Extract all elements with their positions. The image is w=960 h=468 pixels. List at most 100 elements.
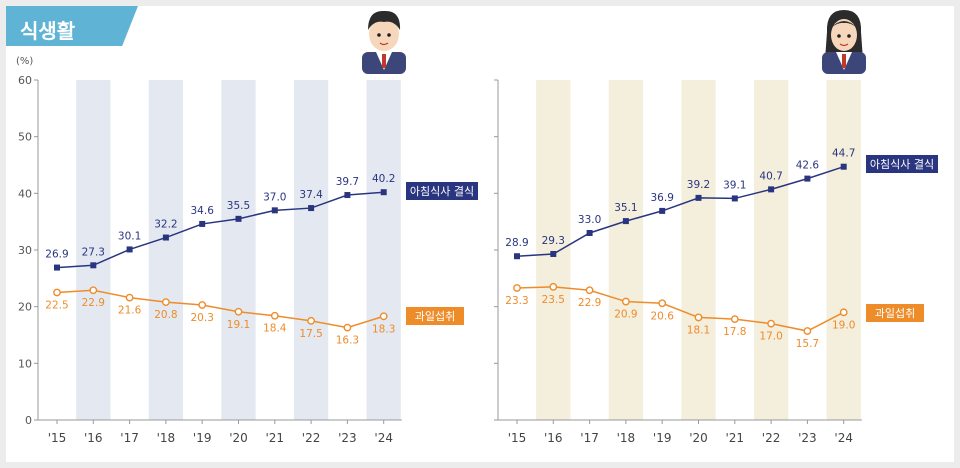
point-girls-0-0 bbox=[514, 253, 520, 260]
y-tick-label-boys-4: 40 bbox=[18, 187, 32, 200]
band-girls-3 bbox=[608, 80, 644, 420]
data-label-girls-0-9: 44.7 bbox=[832, 148, 855, 160]
point-girls-1-9 bbox=[839, 308, 848, 317]
data-label-boys-1-6: 18.4 bbox=[263, 323, 287, 335]
point-girls-0-9 bbox=[840, 163, 847, 170]
data-label-girls-1-4: 20.6 bbox=[651, 310, 675, 322]
section-title-tab: 식생활 bbox=[6, 6, 138, 46]
legend-label-boys-0: 아침식사 결식 bbox=[410, 185, 474, 198]
point-boys-0-8 bbox=[344, 192, 351, 199]
chart-boys: 0 10 20 30 40 50 60 '15 '16 '17 '18 '19 '20 '21 '22 '23… bbox=[18, 74, 478, 445]
point-boys-1-1 bbox=[89, 286, 98, 295]
data-label-boys-1-8: 16.3 bbox=[336, 335, 359, 347]
point-girls-1-2 bbox=[585, 286, 594, 295]
data-label-girls-0-3: 35.1 bbox=[614, 202, 637, 214]
data-label-boys-0-8: 39.7 bbox=[336, 176, 359, 188]
data-label-boys-0-3: 32.2 bbox=[154, 219, 177, 231]
band-boys-9 bbox=[366, 80, 401, 420]
girl-student-icon bbox=[822, 10, 866, 74]
point-girls-0-2 bbox=[586, 230, 593, 236]
band-girls-5 bbox=[681, 80, 716, 420]
x-tick-label-girls-5: '20 bbox=[689, 431, 708, 445]
data-label-girls-1-3: 20.9 bbox=[614, 309, 637, 321]
series-line-girls-1 bbox=[516, 286, 845, 332]
point-boys-0-2 bbox=[126, 246, 133, 253]
point-boys-0-7 bbox=[308, 205, 315, 212]
data-label-girls-0-4: 36.9 bbox=[651, 192, 674, 204]
series-line-girls-0 bbox=[516, 165, 844, 257]
data-label-girls-0-5: 39.2 bbox=[687, 179, 710, 191]
y-tick-label-boys-2: 20 bbox=[18, 301, 32, 314]
band-boys-7 bbox=[293, 80, 329, 420]
band-boys-3 bbox=[148, 80, 184, 420]
x-tick-label-girls-7: '22 bbox=[762, 431, 781, 445]
point-girls-0-7 bbox=[768, 186, 775, 193]
point-girls-1-3 bbox=[622, 297, 630, 306]
legend-box-boys-0 bbox=[406, 182, 478, 200]
point-boys-1-2 bbox=[125, 293, 134, 302]
band-boys-1 bbox=[76, 80, 111, 420]
data-label-girls-1-1: 23.5 bbox=[542, 294, 565, 306]
point-boys-1-5 bbox=[234, 307, 243, 316]
data-label-boys-0-2: 30.1 bbox=[118, 230, 141, 242]
data-label-girls-0-8: 42.6 bbox=[796, 160, 820, 172]
data-label-girls-1-9: 19.0 bbox=[832, 319, 855, 331]
x-tick-label-boys-3: '18 bbox=[157, 431, 176, 445]
data-label-girls-0-7: 40.7 bbox=[759, 170, 782, 182]
data-label-boys-1-0: 22.5 bbox=[45, 300, 68, 312]
point-girls-1-0 bbox=[513, 284, 521, 292]
boy-student-icon bbox=[362, 10, 406, 74]
point-boys-1-8 bbox=[343, 323, 352, 332]
x-tick-label-girls-3: '18 bbox=[617, 431, 636, 445]
x-tick-label-boys-7: '22 bbox=[302, 431, 321, 445]
data-label-boys-1-2: 21.6 bbox=[118, 305, 142, 317]
x-tick-label-girls-2: '17 bbox=[580, 431, 599, 445]
data-label-girls-0-1: 29.3 bbox=[542, 235, 565, 247]
point-girls-0-6 bbox=[731, 195, 738, 202]
y-unit-label: (%) bbox=[16, 56, 33, 67]
y-tick-label-boys-1: 10 bbox=[18, 357, 32, 370]
point-girls-0-1 bbox=[550, 250, 557, 257]
x-tick-label-girls-4: '19 bbox=[653, 431, 672, 445]
legend-box-girls-1 bbox=[866, 304, 924, 322]
y-tick-label-boys-3: 30 bbox=[18, 244, 32, 257]
data-label-girls-1-0: 23.3 bbox=[505, 295, 528, 307]
point-girls-1-5 bbox=[694, 313, 703, 322]
point-boys-0-5 bbox=[235, 215, 242, 222]
data-label-girls-0-2: 33.0 bbox=[578, 214, 601, 226]
point-boys-1-6 bbox=[270, 311, 279, 320]
point-girls-1-7 bbox=[767, 319, 775, 328]
point-boys-0-0 bbox=[54, 264, 60, 271]
data-label-girls-1-8: 15.7 bbox=[796, 338, 819, 350]
point-boys-1-4 bbox=[198, 301, 207, 309]
x-tick-label-girls-6: '21 bbox=[726, 431, 745, 445]
point-girls-1-1 bbox=[549, 282, 558, 291]
x-tick-label-boys-9: '24 bbox=[374, 431, 393, 445]
x-tick-label-boys-2: '17 bbox=[120, 431, 139, 445]
data-label-boys-0-7: 37.4 bbox=[299, 189, 323, 201]
band-girls-9 bbox=[826, 80, 861, 420]
data-label-boys-0-4: 34.6 bbox=[191, 205, 215, 217]
point-boys-1-0 bbox=[53, 288, 61, 297]
data-label-boys-1-7: 17.5 bbox=[299, 328, 322, 340]
section-title: 식생활 bbox=[20, 19, 76, 43]
x-tick-label-boys-1: '16 bbox=[84, 431, 103, 445]
x-tick-label-boys-6: '21 bbox=[266, 431, 285, 445]
x-tick-label-girls-9: '24 bbox=[834, 431, 853, 445]
series-line-boys-0 bbox=[56, 191, 384, 269]
point-girls-0-8 bbox=[804, 175, 811, 182]
data-label-boys-1-3: 20.8 bbox=[154, 309, 177, 321]
data-label-girls-1-2: 22.9 bbox=[578, 297, 601, 309]
data-label-girls-1-5: 18.1 bbox=[687, 324, 710, 336]
point-boys-0-9 bbox=[380, 189, 387, 196]
data-label-girls-0-0: 28.9 bbox=[505, 237, 528, 249]
data-label-boys-1-1: 22.9 bbox=[82, 297, 105, 309]
data-label-boys-0-6: 37.0 bbox=[263, 191, 286, 203]
point-boys-0-1 bbox=[90, 262, 97, 269]
x-tick-label-boys-8: '23 bbox=[338, 431, 357, 445]
point-boys-0-4 bbox=[199, 220, 206, 227]
legend-box-boys-1 bbox=[406, 307, 464, 325]
x-tick-label-girls-8: '23 bbox=[798, 431, 817, 445]
point-girls-0-3 bbox=[622, 218, 629, 225]
